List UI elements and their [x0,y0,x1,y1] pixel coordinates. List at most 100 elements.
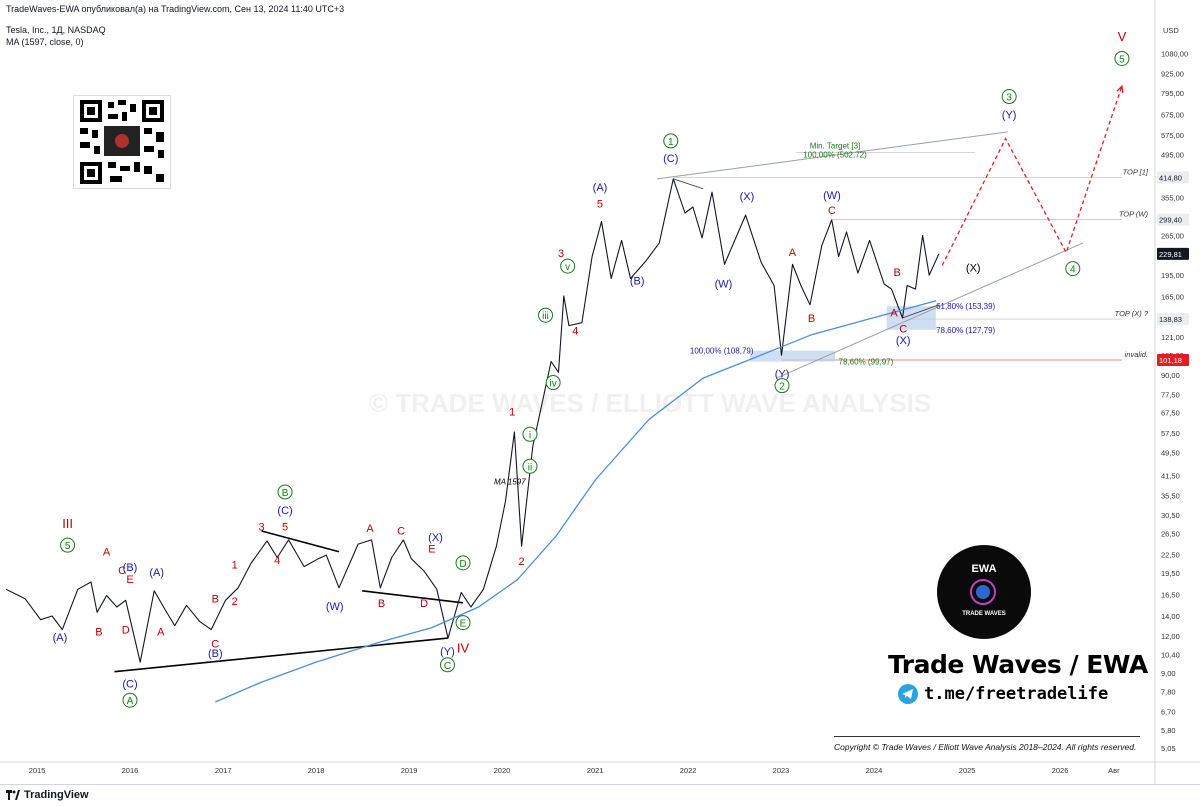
wave-label-circle [545,375,561,391]
y-tick-label: 67,50 [1161,408,1180,417]
copyright-divider [834,736,1140,737]
y-tick-label: 14,00 [1161,612,1180,621]
symbol-line: Tesla, Inc., 1Д, NASDAQ [6,25,106,35]
x-tick-label: 2016 [122,766,139,775]
y-tick-label: 121,00 [1161,333,1184,342]
wave-label: (X) [896,335,911,347]
wave-label: (A) [53,632,68,644]
price-badge [1157,213,1189,226]
wave-label: (W) [326,601,344,613]
wave-label-circle [538,307,554,323]
wave-label: (B) [630,276,645,288]
price-badge-label: 101,18 [1159,356,1182,365]
y-tick-label: 10,40 [1161,650,1180,659]
y-tick-label: 355,00 [1161,194,1184,203]
trendline [114,637,449,673]
y-tick-label: 30,50 [1161,511,1180,520]
wave-label-circle [60,537,76,553]
tradingview-logo[interactable]: TradingView [6,789,89,801]
x-tick-label: 2015 [29,766,46,775]
y-tick-label: 195,00 [1161,271,1184,280]
indicator-line[interactable]: MA (1597, close, 0) [6,37,84,47]
projection-path [941,85,1123,266]
wave-label: i [529,430,531,441]
badge-top-label: EWA [971,563,997,575]
wave-label: (W) [823,190,841,202]
y-tick-label: 35,50 [1161,492,1180,501]
wave-label: D [459,559,466,570]
wave-label: B [378,598,385,610]
wave-label: (A) [149,567,164,579]
wave-label: iii [542,311,549,322]
wave-label: C [828,205,836,217]
x-tick-label: 2021 [587,766,604,775]
wave-label-circle [522,426,538,442]
wave-label-circle [774,378,790,394]
wave-label: (Y) [440,646,455,658]
x-tick-label: 2019 [401,766,418,775]
projection-arrowhead [1116,84,1124,94]
y-tick-label: 925,00 [1161,70,1184,79]
trendline [656,131,1008,180]
telegram-icon [898,684,918,704]
y-tick-label: 12,00 [1161,632,1180,641]
telegram-link[interactable]: t.me/freetradelife [898,684,1108,704]
wave-label: 5 [65,541,71,552]
wave-label: A [103,547,111,559]
wave-label: D [122,625,130,637]
wave-label: (X) [740,191,755,203]
wave-label: B [282,488,289,499]
y-tick-label: 57,50 [1161,429,1180,438]
wave-label: 2 [779,382,785,393]
wave-label: 2 [519,556,525,568]
wave-label: A [890,308,898,320]
y-tick-label: 7,80 [1161,688,1176,697]
annotation-label: 100,00% (108,79) [690,347,754,356]
wave-label: A [157,627,165,639]
wave-label: E [126,574,133,586]
price-badge [1157,354,1189,367]
published-line: TradeWaves-EWA опубликовал(а) на Trading… [6,4,345,14]
wave-label-circle [455,555,471,571]
wave-label-circle [277,484,293,500]
wave-label: 3 [259,521,265,533]
y-tick-label: 19,50 [1161,569,1180,578]
annotation-label: 78,60% (99,97) [839,358,894,367]
telegram-link-text[interactable]: t.me/freetradelife [924,684,1109,704]
wave-label: C [899,324,907,336]
brand-title: Trade Waves / EWA [888,650,1148,679]
x-tick-label: 2023 [773,766,790,775]
wave-label: B [95,627,102,639]
y-tick-label: 49,50 [1161,449,1180,458]
wave-label: A [789,247,797,259]
y-tick-label: 5,80 [1161,726,1176,735]
wave-label: D [420,598,428,610]
wave-label: 1 [509,406,515,418]
price-chart[interactable]: © TRADE WAVES / ELLIOTT WAVE ANALYSIS TO… [0,0,1200,784]
watermark-text: © TRADE WAVES / ELLIOTT WAVE ANALYSIS [369,388,931,418]
annotation-label: 61,80% (153,39) [936,302,995,311]
wave-label: A [366,523,374,535]
wave-label: A [127,696,134,707]
wave-label: 3 [558,248,564,260]
y-tick-label: 9,00 [1161,669,1176,678]
price-badge [1157,247,1189,260]
annotation-label: 78,60% (127,79) [936,326,995,335]
wave-label: C [211,639,219,651]
wave-label: 4 [572,326,578,338]
level-label: TOP (X) ? [1115,309,1149,318]
x-tick-label: 2026 [1052,766,1069,775]
x-tick-label: Авг [1108,766,1120,775]
y-tick-label: 5,05 [1161,744,1176,753]
y-tick-label: 26,50 [1161,529,1180,538]
x-tick-label: 2022 [680,766,697,775]
wave-label: 5 [282,521,288,533]
y-tick-label: 90,00 [1161,371,1180,380]
price-badge [1157,171,1189,184]
price-badge-label: 229,81 [1159,250,1182,259]
tradingview-wordmark: TradingView [24,789,89,801]
wave-label-circle [560,258,576,274]
badge-core-icon [976,585,990,599]
wave-label: B [808,313,815,325]
trendline [673,178,704,190]
